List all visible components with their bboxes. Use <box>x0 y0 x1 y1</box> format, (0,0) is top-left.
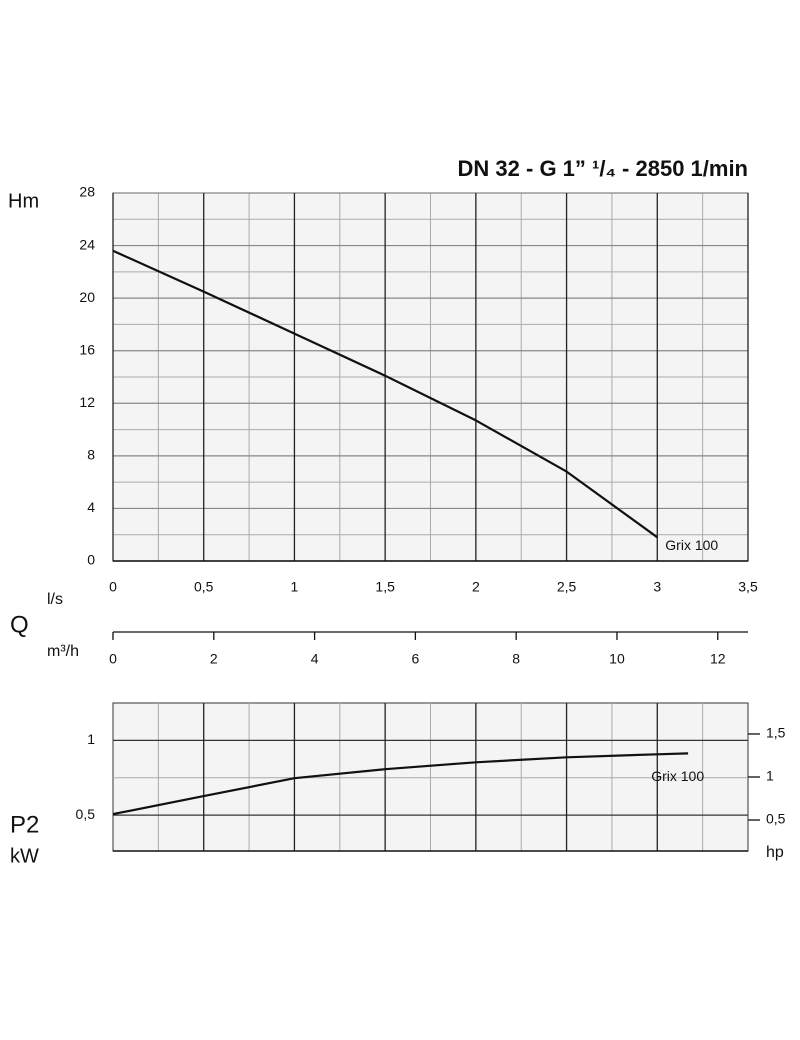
x2-axis-label: m³/h <box>47 643 79 660</box>
y-tick-label: 16 <box>79 341 95 357</box>
x2-tick-label: 12 <box>710 651 726 667</box>
x-tick-label: 1,5 <box>375 579 395 595</box>
x2-tick-label: 10 <box>609 651 625 667</box>
series-line <box>112 249 658 539</box>
x-tick-label: 0 <box>109 579 117 595</box>
x2-tick-label: 0 <box>109 651 117 667</box>
quantity-label: Q <box>10 611 29 638</box>
y-axis-label: Hm <box>8 190 39 212</box>
series-label: Grix 100 <box>665 537 718 553</box>
series-label: Grix 100 <box>651 768 704 784</box>
x-tick-label: 1 <box>291 579 299 595</box>
y-tick-label: 8 <box>87 447 95 463</box>
y2-tick-label: 0,5 <box>766 811 786 827</box>
y2-tick-label: 1,5 <box>766 725 786 741</box>
x-tick-label: 3,5 <box>738 579 758 595</box>
x-tick-label: 2 <box>472 579 480 595</box>
y-tick-label: 4 <box>87 499 95 515</box>
x2-tick-label: 8 <box>512 651 520 667</box>
y-tick-label: 12 <box>79 394 95 410</box>
y2-axis-label: hp <box>766 844 784 861</box>
y-tick-label: 1 <box>87 731 95 747</box>
y2-tick-label: 1 <box>766 768 774 784</box>
x2-tick-label: 2 <box>210 651 218 667</box>
x2-tick-label: 6 <box>411 651 419 667</box>
x-tick-label: 2,5 <box>557 579 577 595</box>
x-tick-label: 0,5 <box>194 579 214 595</box>
y-tick-label: 20 <box>79 289 95 305</box>
y-axis-label: P2 <box>10 811 39 838</box>
y-axis-unit: kW <box>10 845 39 867</box>
y-tick-label: 0 <box>87 552 95 568</box>
x-tick-label: 3 <box>653 579 661 595</box>
x2-tick-label: 4 <box>311 651 319 667</box>
y-tick-label: 0,5 <box>76 806 96 822</box>
x-axis-label: l/s <box>47 591 63 608</box>
series-line <box>112 752 689 816</box>
y-tick-label: 28 <box>79 184 95 200</box>
chart-title: DN 32 - G 1” ¹/₄ - 2850 1/min <box>458 156 748 181</box>
y-tick-label: 24 <box>79 236 95 252</box>
